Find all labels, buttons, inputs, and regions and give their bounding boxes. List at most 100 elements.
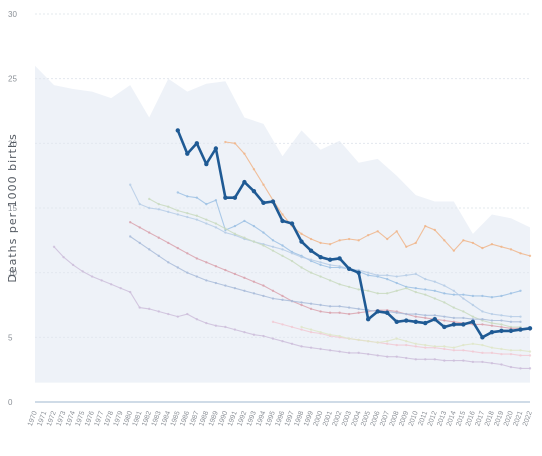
background-point bbox=[233, 224, 237, 228]
background-point bbox=[462, 349, 465, 352]
background-point bbox=[214, 324, 218, 327]
x-tick-label: 1974 bbox=[65, 410, 77, 427]
background-point bbox=[433, 297, 437, 300]
background-point bbox=[338, 311, 341, 314]
background-point bbox=[186, 211, 189, 215]
x-tick-label: 2018 bbox=[484, 410, 496, 427]
highlight-point bbox=[194, 141, 200, 146]
background-point bbox=[433, 358, 437, 361]
background-point bbox=[319, 241, 322, 245]
background-point bbox=[309, 307, 313, 311]
background-series-line bbox=[272, 321, 530, 356]
background-point bbox=[357, 338, 360, 342]
background-point bbox=[157, 310, 160, 313]
y-axis-ticks: 0 5 10 15 20 25 30 bbox=[8, 10, 17, 407]
background-point bbox=[414, 272, 417, 276]
background-point bbox=[109, 283, 113, 286]
background-point bbox=[481, 310, 484, 313]
background-point bbox=[195, 218, 199, 221]
background-point bbox=[214, 222, 218, 225]
background-point bbox=[462, 293, 465, 296]
highlight-point bbox=[356, 270, 361, 275]
background-point bbox=[500, 325, 503, 329]
background-point bbox=[500, 245, 503, 248]
background-point bbox=[157, 202, 160, 206]
background-point bbox=[176, 191, 179, 194]
x-tick-label: 2019 bbox=[493, 410, 505, 427]
background-point bbox=[462, 359, 465, 362]
background-point bbox=[148, 206, 151, 210]
background-point bbox=[271, 249, 275, 252]
background-point bbox=[281, 340, 284, 343]
background-point bbox=[376, 292, 379, 295]
background-point bbox=[205, 279, 208, 282]
background-point bbox=[233, 232, 237, 236]
background-point bbox=[233, 272, 237, 276]
highlight-series-group[interactable] bbox=[175, 128, 533, 340]
background-point bbox=[195, 196, 199, 199]
x-tick-label: 1994 bbox=[255, 410, 267, 427]
background-point bbox=[462, 239, 465, 242]
highlight-point bbox=[308, 248, 314, 253]
background-point bbox=[509, 365, 513, 369]
x-tick-label: 2015 bbox=[455, 410, 467, 427]
background-point bbox=[509, 352, 513, 356]
background-point bbox=[224, 231, 227, 234]
background-point bbox=[452, 293, 456, 296]
highlight-point bbox=[413, 319, 418, 325]
background-point bbox=[471, 342, 475, 345]
background-point bbox=[128, 235, 132, 238]
background-point bbox=[328, 279, 332, 282]
y-tick-label: 20 bbox=[8, 139, 17, 148]
background-point bbox=[243, 276, 246, 280]
background-point bbox=[328, 266, 332, 269]
highlight-point bbox=[251, 188, 257, 194]
highlight-point bbox=[261, 200, 266, 206]
background-point bbox=[443, 239, 446, 242]
background-point bbox=[366, 340, 370, 343]
x-tick-label: 2014 bbox=[446, 410, 458, 427]
background-series-group bbox=[52, 140, 532, 370]
background-point bbox=[357, 351, 360, 355]
x-tick-label: 1990 bbox=[217, 410, 229, 427]
background-point bbox=[490, 321, 494, 325]
background-point bbox=[81, 270, 84, 273]
background-point bbox=[500, 323, 503, 326]
background-point bbox=[386, 355, 389, 358]
x-tick-label: 2003 bbox=[341, 410, 353, 427]
background-point bbox=[281, 248, 284, 251]
background-point bbox=[366, 289, 370, 292]
background-point bbox=[490, 324, 494, 327]
highlight-point bbox=[470, 319, 476, 325]
background-point bbox=[224, 284, 227, 287]
background-point bbox=[328, 305, 332, 308]
background-point bbox=[386, 340, 389, 343]
x-tick-label: 1999 bbox=[303, 410, 315, 427]
highlight-point bbox=[299, 239, 304, 244]
highlight-point bbox=[223, 195, 228, 200]
background-point bbox=[443, 315, 446, 318]
background-point bbox=[309, 330, 313, 334]
x-tick-label: 1979 bbox=[113, 410, 125, 427]
background-point bbox=[366, 274, 370, 277]
background-point bbox=[262, 183, 265, 186]
background-point bbox=[338, 239, 341, 242]
highlight-point bbox=[518, 327, 523, 332]
y-tick-label: 15 bbox=[8, 204, 17, 213]
background-point bbox=[338, 283, 341, 286]
background-point bbox=[290, 325, 294, 329]
highlight-point bbox=[289, 221, 295, 226]
background-point bbox=[271, 297, 275, 300]
background-point bbox=[490, 243, 494, 246]
x-tick-label: 1984 bbox=[160, 410, 172, 427]
background-point bbox=[243, 289, 246, 292]
background-point bbox=[509, 292, 513, 295]
x-tick-label: 1993 bbox=[246, 410, 258, 427]
background-point bbox=[214, 199, 218, 202]
background-point bbox=[90, 275, 94, 278]
background-point bbox=[519, 367, 522, 370]
background-point bbox=[252, 280, 256, 283]
x-tick-label: 2011 bbox=[417, 410, 429, 427]
x-tick-label: 1997 bbox=[284, 410, 296, 427]
background-point bbox=[490, 362, 494, 365]
